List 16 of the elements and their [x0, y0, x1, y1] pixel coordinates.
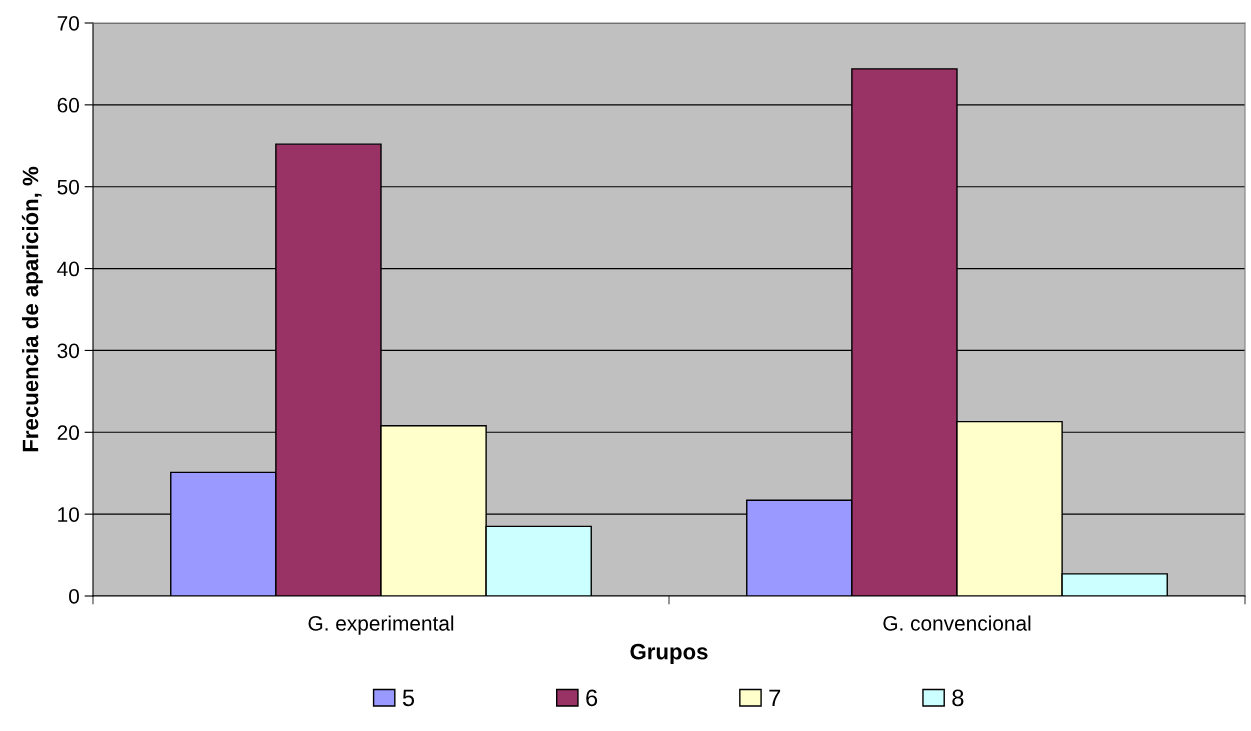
y-tick-label: 70 — [57, 16, 79, 31]
y-tick-label: 60 — [57, 97, 79, 113]
x-axis-title: Grupos — [630, 643, 708, 664]
x-tick-label: G. convencional — [883, 615, 1031, 631]
y-tick-label: 0 — [69, 589, 79, 604]
legend-label: 7 — [769, 689, 781, 706]
y-tick-label: 20 — [57, 425, 79, 441]
y-axis-title: Frecuencia de aparición, % — [21, 166, 43, 452]
legend-label: 5 — [402, 689, 415, 707]
y-tick-label: 50 — [57, 179, 79, 195]
x-tick-label: G. experimental — [308, 615, 454, 635]
legend-label: 8 — [952, 689, 964, 707]
y-tick-label: 30 — [57, 343, 79, 359]
y-tick-label: 10 — [58, 507, 79, 522]
y-tick-label: 40 — [57, 261, 79, 277]
legend-label: 6 — [586, 689, 598, 707]
